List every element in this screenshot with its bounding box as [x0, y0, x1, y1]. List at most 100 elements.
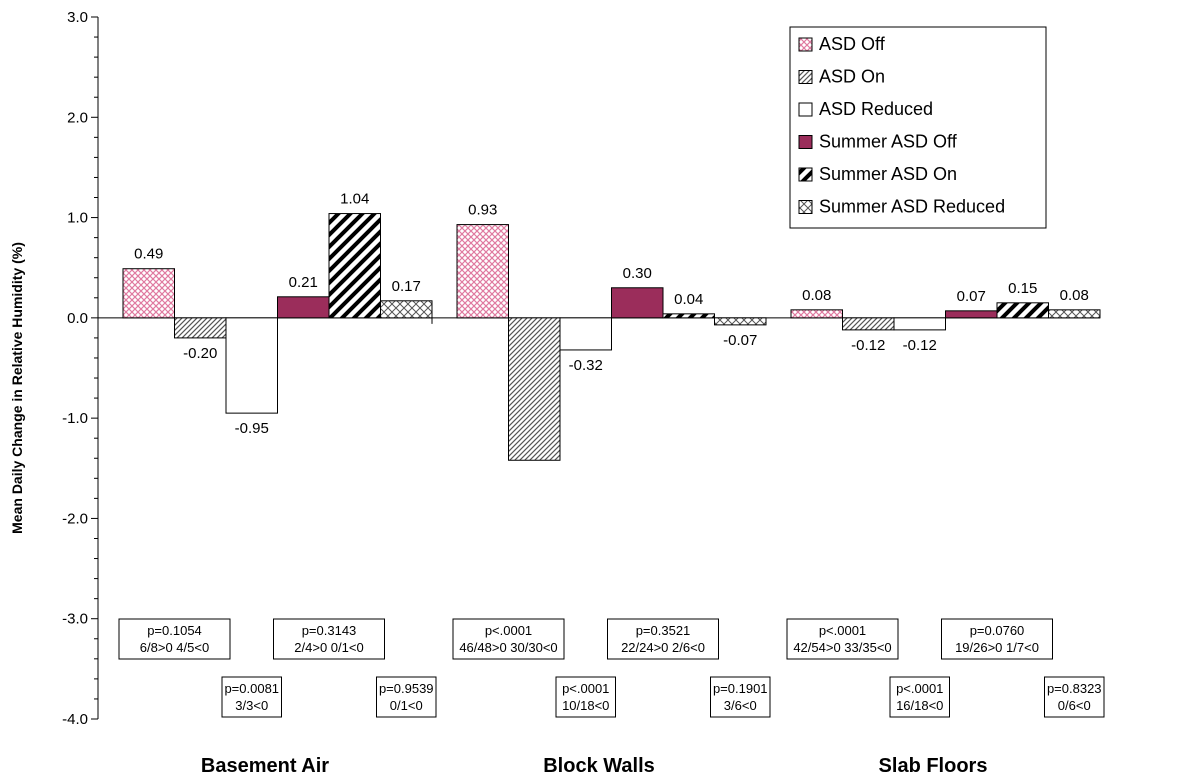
data-label: -0.07	[723, 332, 757, 349]
data-label: -0.20	[183, 345, 217, 362]
legend-frame	[789, 26, 1047, 229]
legend-item: ASD On	[798, 67, 885, 87]
data-label: -0.32	[569, 357, 603, 374]
y-tick-label: -2.0	[62, 510, 88, 527]
stat-line: 46/48>0 30/30<0	[459, 640, 557, 655]
legend-label: Summer ASD On	[819, 164, 957, 184]
data-label: -0.95	[235, 420, 269, 437]
y-tick-label: 2.0	[67, 109, 88, 126]
stat-box-frame	[118, 618, 231, 660]
stat-line: p=0.0081	[224, 681, 279, 696]
stat-line: p=0.9539	[379, 681, 434, 696]
bar	[225, 317, 278, 414]
bar-labels: 0.49 -0.20 -0.95 0.21 1.04 0.17 0.93 -0.32 0.30 0…	[134, 191, 1089, 438]
data-label: 0.17	[392, 278, 421, 295]
stat-line: p=0.3143	[302, 623, 357, 638]
stat-box: p=0.1901 3/6<0	[710, 676, 771, 718]
data-label: 0.08	[1060, 287, 1089, 304]
data-label: 0.07	[957, 288, 986, 305]
bar	[122, 268, 175, 319]
stat-box: p=0.3143 2/4>0 0/1<0	[273, 618, 385, 660]
data-label: 0.04	[674, 291, 703, 308]
bar	[1048, 309, 1101, 319]
stat-box: p<.0001 16/18<0	[889, 676, 950, 718]
category-label: Basement Air	[201, 755, 329, 777]
bars	[122, 213, 1101, 461]
stat-line: p=0.8323	[1047, 681, 1102, 696]
y-ticks: 3.0 2.0 1.0 0.0 -1.0 -2.0 -3.0 -4.0	[62, 9, 98, 728]
stat-box: p=0.0081 3/3<0	[221, 676, 282, 718]
stat-line: 6/8>0 4/5<0	[140, 640, 209, 655]
stat-line: p<.0001	[485, 623, 532, 638]
data-label: -0.12	[851, 337, 885, 354]
y-tick-label: 1.0	[67, 210, 88, 227]
y-tick-label: -1.0	[62, 410, 88, 427]
stat-box-frame	[376, 676, 437, 718]
stat-line: 16/18<0	[896, 698, 943, 713]
stat-line: p=0.1054	[147, 623, 202, 638]
stat-line: 3/3<0	[235, 698, 268, 713]
stat-box-frame	[1044, 676, 1105, 718]
stat-line: 2/4>0 0/1<0	[294, 640, 363, 655]
legend-label: ASD On	[819, 67, 885, 87]
legend-swatch	[798, 37, 813, 52]
bar	[996, 302, 1049, 319]
y-tick-label: 0.0	[67, 310, 88, 327]
stat-box: p=0.1054 6/8>0 4/5<0	[118, 618, 231, 660]
data-label: 0.93	[468, 202, 497, 219]
legend-label: ASD Off	[819, 34, 886, 54]
category-label: Slab Floors	[879, 755, 988, 777]
y-tick-label: -4.0	[62, 711, 88, 728]
legend-item: ASD Off	[798, 34, 886, 54]
stat-line: p<.0001	[562, 681, 609, 696]
stat-box-frame	[555, 676, 616, 718]
legend-swatch	[798, 70, 813, 84]
bar	[380, 300, 433, 319]
data-label: 0.30	[623, 265, 652, 282]
stat-line: p=0.0760	[970, 623, 1025, 638]
stat-box: p<.0001 46/48>0 30/30<0	[452, 618, 565, 660]
bar	[277, 296, 330, 319]
legend-item: Summer ASD Reduced	[798, 197, 1005, 217]
bar	[714, 317, 767, 326]
bar	[611, 287, 664, 319]
legend-swatch	[798, 167, 813, 182]
stat-line: 0/1<0	[390, 698, 423, 713]
bar	[174, 317, 227, 339]
stat-box: p=0.0760 19/26>0 1/7<0	[941, 618, 1053, 660]
stat-line: p=0.1901	[713, 681, 768, 696]
bar	[328, 213, 381, 319]
stat-box-frame	[607, 618, 719, 660]
stat-line: p=0.3521	[636, 623, 691, 638]
legend: ASD Off ASD On ASD Reduced Summer ASD Off Su…	[789, 26, 1047, 229]
stat-line: p<.0001	[896, 681, 943, 696]
legend-label: ASD Reduced	[819, 99, 933, 119]
stat-annotations: p=0.1054 6/8>0 4/5<0 p=0.0081 3/3<0 p=0.3143…	[118, 618, 1105, 718]
stat-box-frame	[786, 618, 899, 660]
stat-line: 10/18<0	[562, 698, 609, 713]
y-tick-label: 3.0	[67, 9, 88, 26]
stat-box-frame	[710, 676, 771, 718]
legend-item: Summer ASD On	[798, 164, 957, 184]
data-label: 0.15	[1008, 280, 1037, 297]
bar	[945, 310, 998, 319]
stat-box: p<.0001 42/54>0 33/35<0	[786, 618, 899, 660]
y-tick-label: -3.0	[62, 611, 88, 628]
stat-line: 22/24>0 2/6<0	[621, 640, 705, 655]
legend-swatch	[798, 135, 813, 149]
stat-line: 3/6<0	[724, 698, 757, 713]
data-label: 0.49	[134, 246, 163, 263]
stat-line: p<.0001	[819, 623, 866, 638]
stat-box: p<.0001 10/18<0	[555, 676, 616, 718]
legend-label: Summer ASD Reduced	[819, 197, 1005, 217]
bar	[508, 317, 561, 461]
stat-box: p=0.3521 22/24>0 2/6<0	[607, 618, 719, 660]
data-label: 0.08	[802, 287, 831, 304]
stat-box-frame	[452, 618, 565, 660]
y-axis-title: Mean Daily Change in Relative Humidity (…	[9, 242, 25, 534]
legend-label: Summer ASD Off	[819, 132, 958, 152]
stat-box-frame	[273, 618, 385, 660]
stat-box-frame	[941, 618, 1053, 660]
bar	[842, 317, 895, 331]
legend-swatch	[798, 200, 813, 214]
